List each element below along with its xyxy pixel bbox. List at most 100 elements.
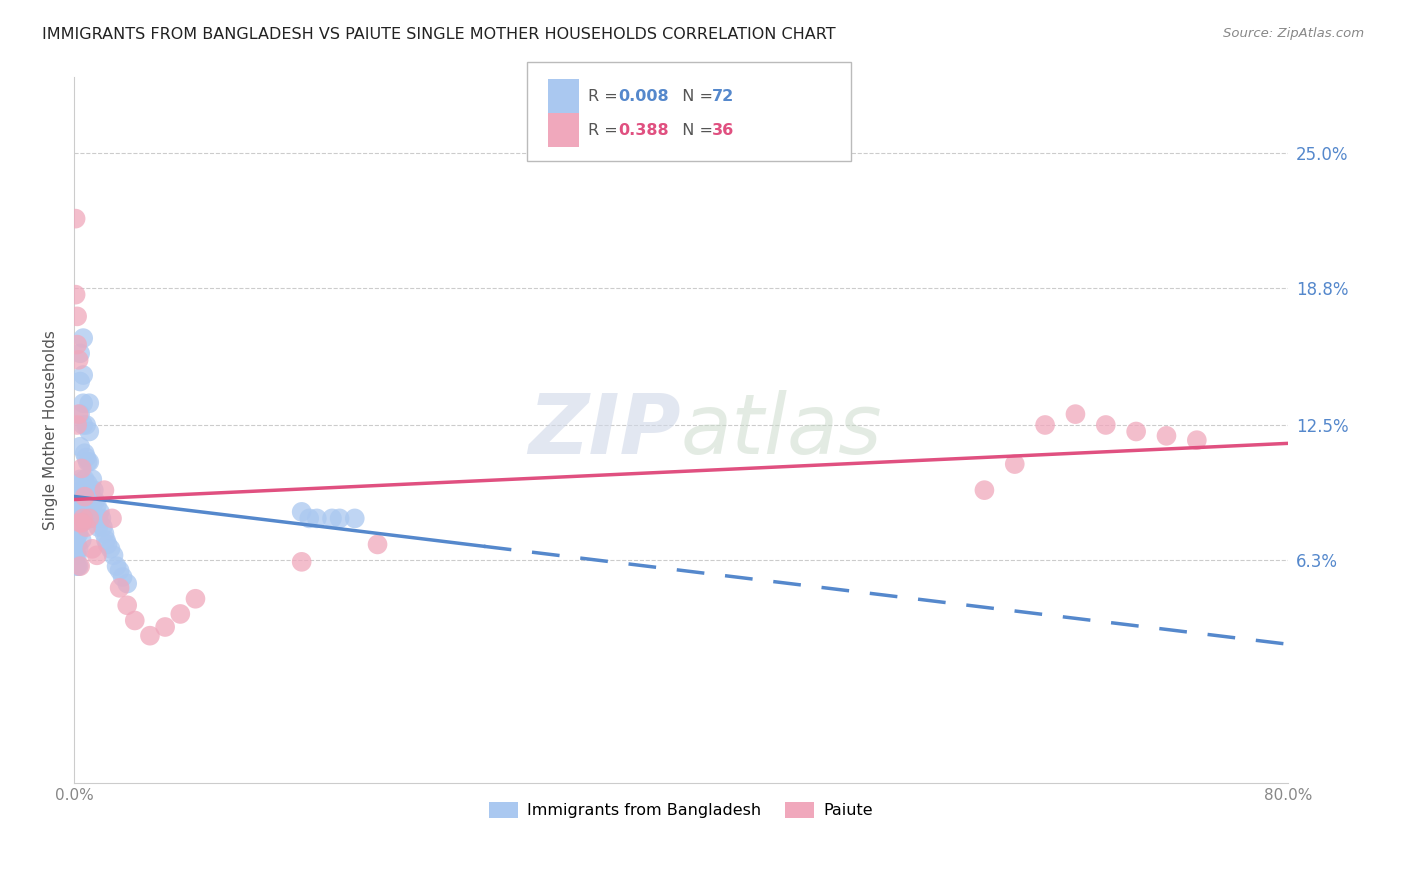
Point xyxy=(83,483,105,497)
Point xyxy=(69,559,91,574)
Point xyxy=(69,375,91,389)
Point xyxy=(343,511,366,525)
Point xyxy=(67,526,90,541)
Point xyxy=(101,511,124,525)
Point xyxy=(973,483,995,497)
Point xyxy=(75,450,97,465)
Point xyxy=(65,511,87,525)
Point xyxy=(77,455,100,469)
Point xyxy=(66,310,89,324)
Point xyxy=(86,499,108,513)
Point xyxy=(66,559,89,574)
Text: N =: N = xyxy=(672,123,718,137)
Point xyxy=(72,396,94,410)
Text: atlas: atlas xyxy=(681,390,883,471)
Text: N =: N = xyxy=(672,89,718,103)
Point xyxy=(1004,457,1026,471)
Point xyxy=(65,211,87,226)
Point xyxy=(70,483,93,497)
Point xyxy=(67,559,90,574)
Text: 0.388: 0.388 xyxy=(619,123,669,137)
Point xyxy=(73,490,96,504)
Point xyxy=(69,516,91,530)
Point xyxy=(67,505,90,519)
Point xyxy=(103,549,125,563)
Y-axis label: Single Mother Households: Single Mother Households xyxy=(44,330,58,531)
Point xyxy=(115,576,138,591)
Point xyxy=(73,472,96,486)
Point xyxy=(72,331,94,345)
Point xyxy=(76,455,98,469)
Point xyxy=(83,511,105,525)
Point xyxy=(77,425,100,439)
Point xyxy=(1125,425,1147,439)
Point xyxy=(291,555,314,569)
Text: 36: 36 xyxy=(711,123,734,137)
Point xyxy=(1064,407,1087,421)
Point xyxy=(93,483,115,497)
Point xyxy=(108,564,131,578)
Point xyxy=(70,499,93,513)
Point xyxy=(77,511,100,525)
Point xyxy=(93,526,115,541)
Point xyxy=(73,511,96,525)
Point xyxy=(66,499,89,513)
Point xyxy=(115,599,138,613)
Point xyxy=(94,533,117,548)
Point xyxy=(69,407,91,421)
Point xyxy=(329,511,352,525)
Point xyxy=(1033,417,1056,432)
Point xyxy=(1094,417,1116,432)
Point xyxy=(124,614,146,628)
Point xyxy=(65,549,87,563)
Point xyxy=(321,511,343,525)
Point xyxy=(67,516,90,530)
Point xyxy=(1185,433,1208,447)
Point xyxy=(66,417,89,432)
Point xyxy=(291,505,314,519)
Point xyxy=(108,581,131,595)
Point xyxy=(66,537,89,551)
Point xyxy=(70,516,93,530)
Point xyxy=(139,629,162,643)
Point xyxy=(70,533,93,548)
Point xyxy=(70,516,93,530)
Point xyxy=(87,520,110,534)
Point xyxy=(111,570,134,584)
Point xyxy=(67,407,90,421)
Point xyxy=(65,505,87,519)
Point xyxy=(66,549,89,563)
Text: ZIP: ZIP xyxy=(529,390,681,471)
Point xyxy=(90,511,112,525)
Point xyxy=(89,505,111,519)
Point xyxy=(65,533,87,548)
Text: IMMIGRANTS FROM BANGLADESH VS PAIUTE SINGLE MOTHER HOUSEHOLDS CORRELATION CHART: IMMIGRANTS FROM BANGLADESH VS PAIUTE SIN… xyxy=(42,27,835,42)
Point xyxy=(82,499,104,513)
Point xyxy=(73,494,96,508)
Point xyxy=(184,591,207,606)
Point xyxy=(66,526,89,541)
Point xyxy=(66,520,89,534)
Point xyxy=(73,446,96,460)
Point xyxy=(82,472,104,486)
Point xyxy=(67,490,90,504)
Point xyxy=(367,537,389,551)
Point xyxy=(75,483,97,497)
Point xyxy=(69,472,91,486)
Point xyxy=(105,559,128,574)
Point xyxy=(65,520,87,534)
Text: R =: R = xyxy=(588,123,623,137)
Point xyxy=(75,417,97,432)
Text: Source: ZipAtlas.com: Source: ZipAtlas.com xyxy=(1223,27,1364,40)
Text: 0.008: 0.008 xyxy=(619,89,669,103)
Point xyxy=(86,549,108,563)
Point xyxy=(87,511,110,525)
Point xyxy=(305,511,328,525)
Point xyxy=(80,511,103,525)
Point xyxy=(72,417,94,432)
Text: R =: R = xyxy=(588,89,623,103)
Point xyxy=(65,287,87,301)
Point xyxy=(153,620,176,634)
Point xyxy=(70,461,93,475)
Point xyxy=(66,476,89,491)
